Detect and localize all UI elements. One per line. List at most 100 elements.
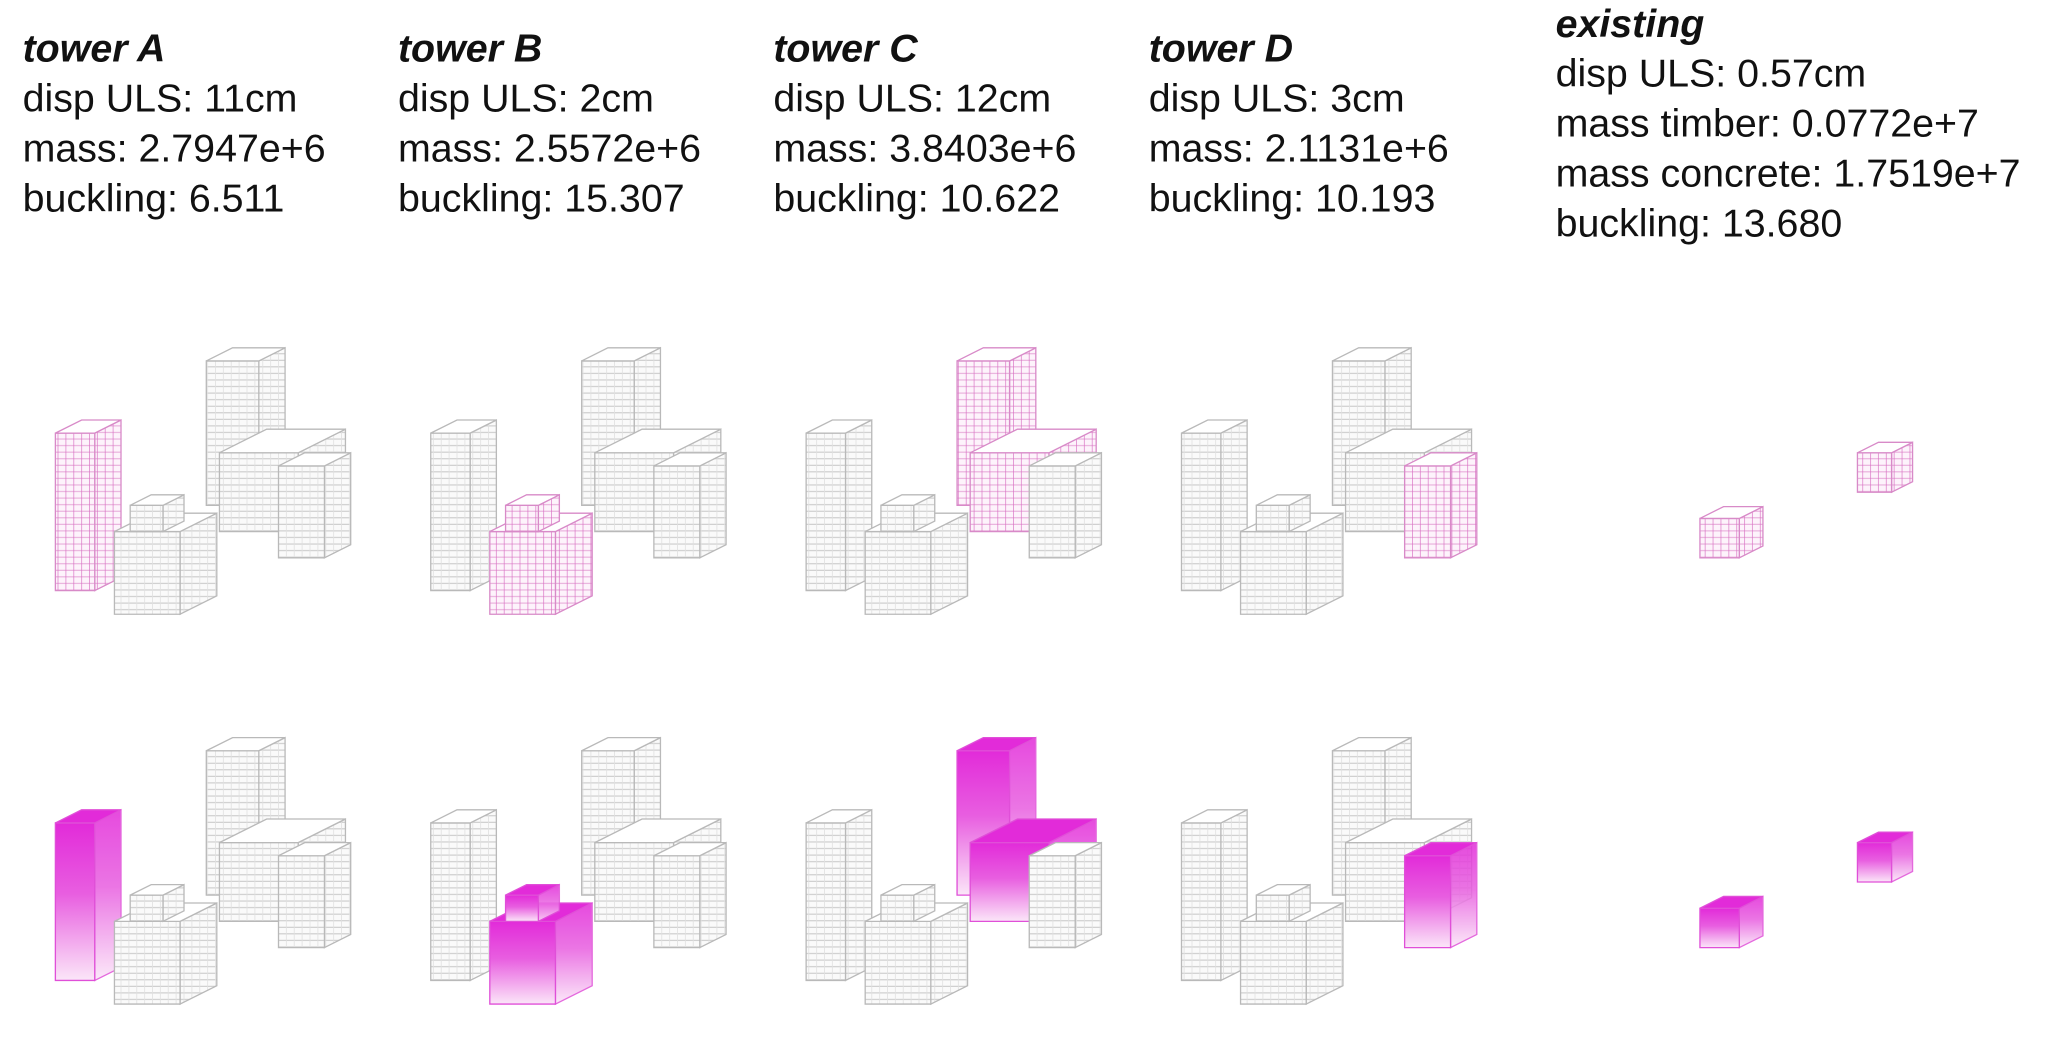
column-metric: mass: 3.8403e+6 (773, 126, 1076, 170)
building-front (1255, 504, 1290, 533)
building-front (1403, 855, 1452, 949)
building-front (1856, 452, 1893, 493)
building-top (581, 736, 661, 752)
rendering (54, 736, 352, 1006)
building-top (1345, 428, 1472, 454)
column-metric: buckling: 10.622 (773, 176, 1060, 220)
column-title: tower A (23, 27, 166, 71)
building-front (1028, 855, 1076, 949)
building-top (880, 494, 936, 506)
rendering (805, 346, 1103, 616)
building-top (55, 809, 122, 824)
building-front (805, 822, 847, 982)
building-top (505, 883, 560, 896)
building-front (129, 504, 164, 533)
rendering (805, 736, 1103, 1006)
building-top (1404, 452, 1478, 467)
building-front (430, 432, 471, 592)
building-front (277, 465, 326, 559)
building-front (1180, 432, 1222, 592)
building-front (1856, 841, 1893, 883)
building-side (1449, 451, 1478, 559)
column-metric: disp ULS: 11cm (23, 77, 298, 121)
building-side (323, 451, 352, 559)
building-front (504, 504, 540, 533)
building-front (277, 855, 326, 949)
column-metric: mass concrete: 1.7519e+7 (1556, 151, 2021, 195)
building-top (594, 818, 722, 844)
building-front (880, 504, 915, 533)
column-metric: mass: 2.1131e+6 (1149, 126, 1449, 170)
building-top (581, 347, 661, 362)
building-top (956, 347, 1037, 362)
building-front (129, 894, 164, 923)
building-top (278, 841, 351, 857)
building-top (594, 428, 722, 454)
building-side (699, 841, 727, 949)
building-front (1239, 530, 1307, 615)
column-title: existing (1556, 2, 1705, 46)
column-metric: buckling: 6.511 (23, 176, 285, 220)
building-top (1699, 505, 1764, 520)
building-front (504, 894, 540, 923)
building-top (1345, 818, 1472, 844)
column-metric: mass timber: 0.0772e+7 (1556, 102, 1979, 146)
building-top (55, 419, 122, 434)
building-front (1255, 894, 1290, 923)
building-top (278, 452, 351, 467)
column-metric: buckling: 15.307 (398, 176, 685, 220)
building-front (113, 530, 181, 615)
column-metric: buckling: 13.680 (1556, 201, 1843, 245)
building-side (699, 451, 727, 559)
column-metric: disp ULS: 2cm (398, 77, 654, 121)
building-front (1028, 465, 1076, 559)
building-top (653, 841, 727, 857)
column-metric: mass: 2.7947e+6 (23, 126, 326, 170)
building-top (1181, 419, 1248, 434)
column-title: tower D (1149, 27, 1293, 71)
building-top (956, 736, 1037, 752)
building-top (129, 883, 185, 896)
building-top (430, 419, 497, 434)
column-metric: mass: 2.5572e+6 (398, 126, 701, 170)
building-side (1074, 841, 1103, 949)
building-front (653, 855, 701, 949)
building-front (430, 822, 471, 982)
rendering (54, 346, 352, 616)
building-front (489, 920, 557, 1005)
rendering (1699, 831, 1914, 949)
column-metric: buckling: 10.193 (1149, 176, 1436, 220)
building-top (1332, 347, 1412, 362)
building-top (206, 347, 286, 362)
column-title: tower C (773, 27, 918, 71)
building-top (969, 428, 1097, 454)
building-front (1239, 920, 1307, 1005)
building-top (880, 883, 936, 896)
building-front (864, 920, 932, 1005)
rendering (1180, 346, 1478, 616)
building-front (1180, 822, 1222, 982)
column-metric: disp ULS: 3cm (1149, 77, 1405, 121)
building-top (805, 809, 873, 824)
building-top (1256, 494, 1311, 506)
building-top (206, 736, 286, 752)
building-top (1404, 841, 1478, 857)
building-top (1699, 895, 1764, 909)
building-front (113, 920, 181, 1005)
building-top (219, 428, 346, 454)
building-side (323, 841, 352, 949)
rendering (1699, 441, 1914, 559)
building-top (805, 419, 873, 434)
building-top (1332, 736, 1412, 752)
building-top (430, 809, 497, 824)
building-front (1699, 907, 1740, 949)
building-top (1181, 809, 1248, 824)
building-top (969, 818, 1097, 844)
building-top (505, 494, 560, 506)
building-front (54, 822, 96, 982)
building-front (489, 530, 557, 615)
building-top (1028, 452, 1102, 467)
building-front (54, 432, 96, 592)
rendering (1180, 736, 1478, 1006)
